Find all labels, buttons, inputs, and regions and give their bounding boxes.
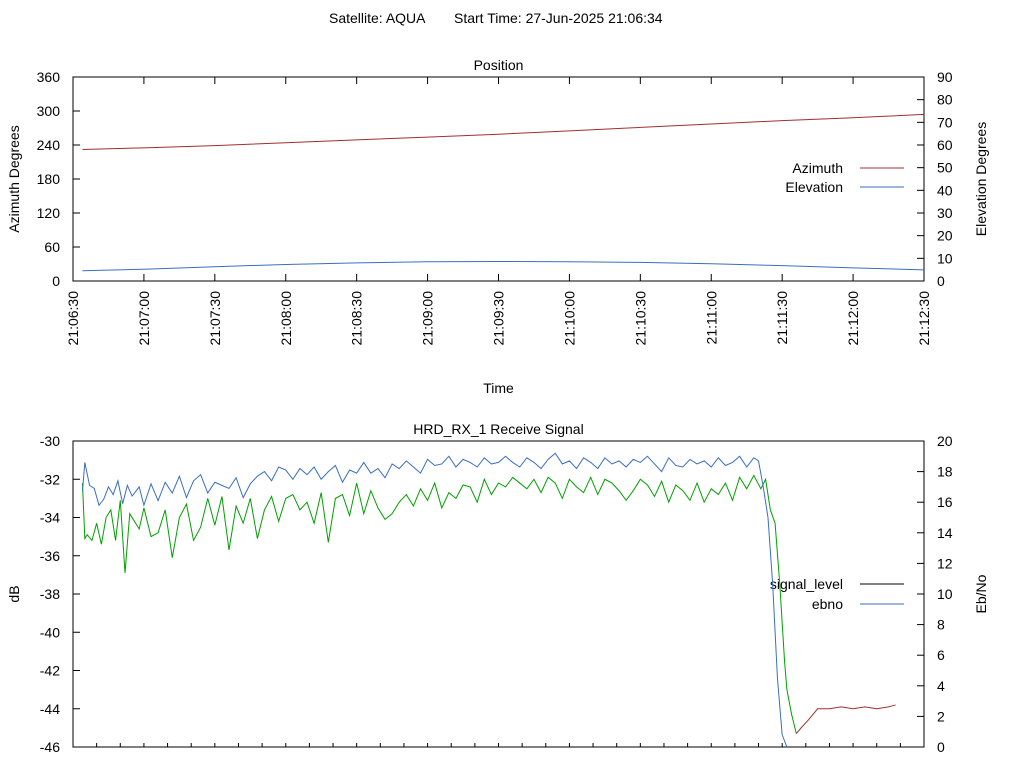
x-tick-label: 21:09:00 xyxy=(420,291,436,346)
azimuth-line xyxy=(82,113,924,151)
y2-tick-label: 8 xyxy=(937,617,945,633)
y-tick-label: -32 xyxy=(40,471,60,487)
x-tick-label: 21:11:30 xyxy=(774,291,790,345)
y-tick-label: -36 xyxy=(40,548,60,564)
y-tick-label: 120 xyxy=(37,205,61,221)
y2-tick-label: 20 xyxy=(937,433,953,449)
x-tick-label: 21:11:00 xyxy=(703,291,719,345)
y2-tick-label: 18 xyxy=(937,464,953,480)
y2-tick-label: 70 xyxy=(937,114,953,130)
x-tick-label: 21:07:30 xyxy=(207,291,223,346)
y2-axis-label: Eb/No xyxy=(973,574,989,613)
x-tick-label: 21:10:00 xyxy=(561,291,577,346)
y2-tick-label: 4 xyxy=(937,678,945,694)
x-tick-label: 21:10:30 xyxy=(632,291,648,346)
satellite-label: Satellite: AQUA xyxy=(329,10,426,26)
x-tick-label: 21:08:00 xyxy=(278,291,294,346)
y2-tick-label: 0 xyxy=(937,739,945,755)
y2-tick-label: 30 xyxy=(937,205,953,221)
y2-tick-label: 0 xyxy=(937,273,945,289)
chart-title: HRD_RX_1 Receive Signal xyxy=(413,421,583,437)
x-tick-label: 21:09:30 xyxy=(491,291,507,346)
ebno-line xyxy=(81,452,788,747)
y-axis-label: dB xyxy=(6,585,22,602)
y2-tick-label: 2 xyxy=(937,708,945,724)
y-tick-label: 60 xyxy=(44,239,60,255)
legend-label: signal_level xyxy=(770,576,843,592)
y-tick-label: 300 xyxy=(37,103,61,119)
y-tick-label: -34 xyxy=(40,510,60,526)
y2-tick-label: 16 xyxy=(937,494,953,510)
signal-level-line xyxy=(81,474,797,734)
y2-axis-label: Elevation Degrees xyxy=(973,122,989,236)
y2-tick-label: 12 xyxy=(937,555,953,571)
y2-tick-label: 14 xyxy=(937,525,953,541)
y2-tick-label: 50 xyxy=(937,160,953,176)
receive-signal-chart: HRD_RX_1 Receive Signal -46 -44 -42 -40 -38 -3… xyxy=(6,421,989,755)
y-tick-label: 0 xyxy=(52,273,60,289)
y-tick-label: 240 xyxy=(37,137,61,153)
y2-tick-label: 20 xyxy=(937,228,953,244)
legend-label: Elevation xyxy=(785,179,843,195)
y-tick-label: -42 xyxy=(40,663,60,679)
x-tick-label: 21:12:30 xyxy=(916,291,932,346)
y2-tick-label: 90 xyxy=(937,69,953,85)
x-tick-label: 21:07:00 xyxy=(136,291,152,346)
y-tick-label: 360 xyxy=(37,69,61,85)
y2-tick-label: 60 xyxy=(937,137,953,153)
signal-level-line-lost xyxy=(795,704,896,734)
legend-label: ebno xyxy=(812,596,843,612)
x-tick-label: 21:12:00 xyxy=(845,291,861,346)
position-chart: Position 0 60 120 180 240 300 360 0 10 20 30 40 50 60 7… xyxy=(6,57,989,396)
y-axis-label: Azimuth Degrees xyxy=(6,125,22,232)
start-time-label: Start Time: 27-Jun-2025 21:06:34 xyxy=(454,10,663,26)
y-tick-label: -30 xyxy=(40,433,60,449)
y-tick-label: -40 xyxy=(40,624,60,640)
y-tick-label: -38 xyxy=(40,586,60,602)
plot-frame xyxy=(72,440,925,748)
chart-title: Position xyxy=(474,57,524,73)
y2-tick-label: 10 xyxy=(937,586,953,602)
elevation-line xyxy=(82,261,924,272)
y2-tick-label: 6 xyxy=(937,647,945,663)
y-tick-label: -44 xyxy=(40,701,60,717)
legend-label: Azimuth xyxy=(792,160,843,176)
y2-tick-label: 10 xyxy=(937,250,953,266)
y-tick-label: -46 xyxy=(40,739,60,755)
x-axis-label: Time xyxy=(483,380,514,396)
x-tick-label: 21:08:30 xyxy=(349,291,365,346)
x-tick-label: 21:06:30 xyxy=(65,291,81,346)
y2-tick-label: 40 xyxy=(937,182,953,198)
y2-tick-label: 80 xyxy=(937,92,953,108)
y-tick-label: 180 xyxy=(37,171,61,187)
